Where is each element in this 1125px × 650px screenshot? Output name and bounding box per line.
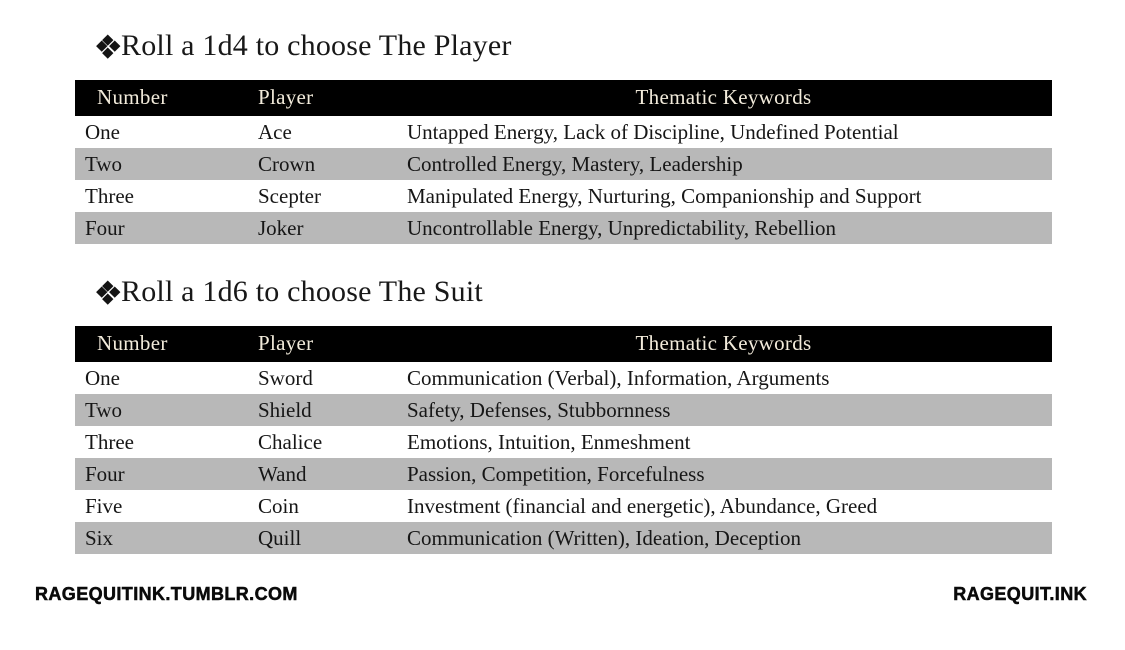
- cell-player: Shield: [258, 397, 312, 422]
- cell-keywords: Communication (Written), Ideation, Decep…: [407, 525, 801, 550]
- cell-player: Coin: [258, 493, 299, 518]
- cell-player: Chalice: [258, 429, 323, 454]
- cell-player: Crown: [258, 151, 316, 176]
- table-row: Three Chalice Emotions, Intuition, Enmes…: [75, 426, 1052, 458]
- cell-player: Sword: [258, 365, 313, 390]
- table-header-row: Number Player Thematic Keywords: [75, 326, 1052, 362]
- section-heading-text: Roll a 1d6 to choose The Suit: [121, 275, 483, 308]
- table-row: Six Quill Communication (Written), Ideat…: [75, 522, 1052, 554]
- footer-site-url: RAGEQUIT.INK: [953, 584, 1087, 605]
- table-row: Two Crown Controlled Energy, Mastery, Le…: [75, 148, 1052, 180]
- cell-keywords: Communication (Verbal), Information, Arg…: [407, 365, 830, 390]
- cell-keywords: Uncontrollable Energy, Unpredictability,…: [407, 215, 837, 240]
- table-row: Four Wand Passion, Competition, Forceful…: [75, 458, 1052, 490]
- cell-keywords: Investment (financial and energetic), Ab…: [407, 493, 878, 518]
- cell-player: Ace: [258, 119, 292, 144]
- table-row: One Sword Communication (Verbal), Inform…: [75, 362, 1052, 394]
- four-diamonds-icon: [95, 33, 121, 59]
- cell-number: Six: [85, 525, 114, 550]
- section-heading-text: Roll a 1d4 to choose The Player: [121, 29, 512, 62]
- cell-player: Quill: [258, 525, 302, 550]
- column-header-keywords: Thematic Keywords: [395, 80, 1052, 116]
- cell-number: One: [85, 119, 120, 144]
- table-row: One Ace Untapped Energy, Lack of Discipl…: [75, 116, 1052, 148]
- table-row: Three Scepter Manipulated Energy, Nurtur…: [75, 180, 1052, 212]
- cell-keywords: Manipulated Energy, Nurturing, Companion…: [407, 183, 922, 208]
- footer-tumblr-url: RAGEQUITINK.TUMBLR.COM: [35, 584, 298, 605]
- cell-keywords: Controlled Energy, Mastery, Leadership: [407, 151, 743, 176]
- table-row: Two Shield Safety, Defenses, Stubbornnes…: [75, 394, 1052, 426]
- cell-number: Four: [85, 215, 125, 240]
- cell-keywords: Safety, Defenses, Stubbornness: [407, 397, 671, 422]
- four-diamonds-icon: [95, 279, 121, 305]
- footer: RAGEQUITINK.TUMBLR.COM RAGEQUIT.INK: [0, 584, 1125, 606]
- section-heading-suit: Roll a 1d6 to choose The Suit: [95, 274, 1052, 310]
- column-header-number: Number: [75, 326, 248, 362]
- cell-player: Joker: [258, 215, 304, 240]
- cell-player: Scepter: [258, 183, 321, 208]
- table-row: Four Joker Uncontrollable Energy, Unpred…: [75, 212, 1052, 244]
- player-table: Number Player Thematic Keywords One Ace …: [75, 80, 1052, 244]
- column-header-number: Number: [75, 80, 248, 116]
- cell-number: Three: [85, 183, 134, 208]
- table-header-row: Number Player Thematic Keywords: [75, 80, 1052, 116]
- cell-number: Four: [85, 461, 125, 486]
- cell-number: Five: [85, 493, 123, 518]
- page: Roll a 1d4 to choose The Player Number P…: [75, 0, 1052, 554]
- cell-number: One: [85, 365, 120, 390]
- suit-table: Number Player Thematic Keywords One Swor…: [75, 326, 1052, 554]
- cell-number: Two: [85, 151, 123, 176]
- section-heading-player: Roll a 1d4 to choose The Player: [95, 28, 1052, 64]
- table-row: Five Coin Investment (financial and ener…: [75, 490, 1052, 522]
- cell-keywords: Passion, Competition, Forcefulness: [407, 461, 705, 486]
- cell-keywords: Emotions, Intuition, Enmeshment: [407, 429, 691, 454]
- column-header-keywords: Thematic Keywords: [395, 326, 1052, 362]
- cell-player: Wand: [258, 461, 307, 486]
- cell-number: Two: [85, 397, 123, 422]
- cell-keywords: Untapped Energy, Lack of Discipline, Und…: [407, 119, 899, 144]
- column-header-player: Player: [248, 326, 395, 362]
- cell-number: Three: [85, 429, 134, 454]
- column-header-player: Player: [248, 80, 395, 116]
